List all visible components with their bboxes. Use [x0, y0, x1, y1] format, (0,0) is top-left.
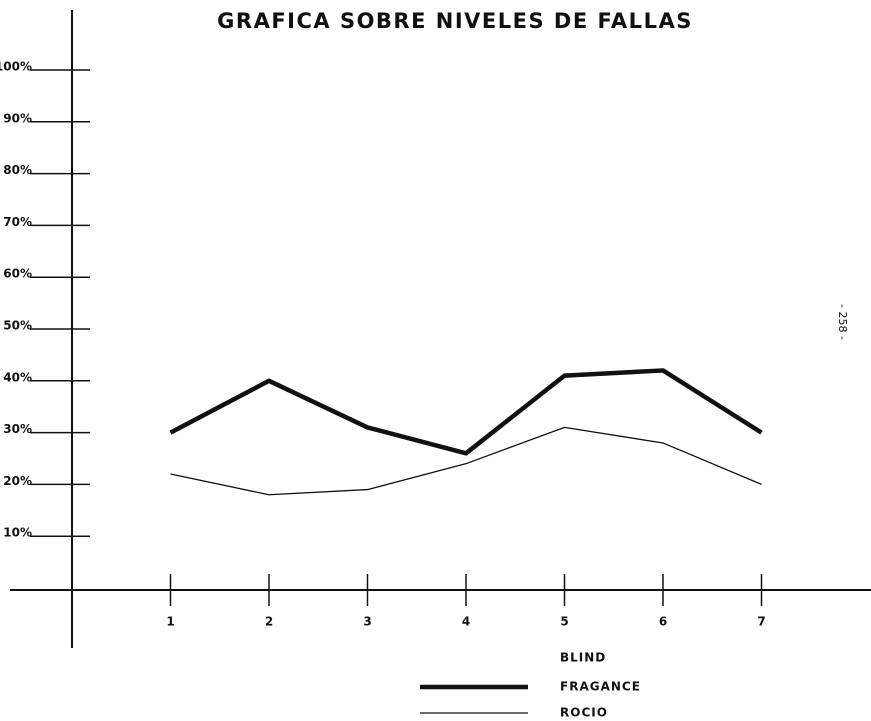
y-tick-label: 100%: [0, 60, 32, 74]
legend-label: ROCIO: [560, 706, 608, 720]
y-tick-label: 30%: [3, 422, 32, 436]
legend-label: FRAGANCE: [560, 680, 641, 694]
x-tick-label: 1: [166, 615, 174, 629]
series-line: [170, 426, 762, 496]
y-tick-label: 90%: [3, 111, 32, 125]
y-tick-label: 70%: [3, 215, 32, 229]
y-tick-label: 80%: [3, 163, 32, 177]
x-tick-label: 7: [757, 615, 765, 629]
y-tick-label: 20%: [3, 474, 32, 488]
x-tick-label: 5: [560, 615, 568, 629]
y-tick-label: 40%: [3, 370, 32, 384]
x-tick-label: 6: [659, 615, 667, 629]
legend-title: BLIND: [560, 651, 606, 665]
y-tick-label: 50%: [3, 319, 32, 333]
page-number: - 258 -: [836, 304, 849, 340]
y-tick-label: 10%: [3, 526, 32, 540]
x-tick-label: 3: [363, 615, 371, 629]
x-tick-label: 2: [265, 615, 273, 629]
x-tick-label: 4: [462, 615, 470, 629]
series-line: [169, 368, 763, 456]
chart-title: GRAFICA SOBRE NIVELES DE FALLAS: [217, 9, 693, 33]
y-tick-label: 60%: [3, 267, 32, 281]
